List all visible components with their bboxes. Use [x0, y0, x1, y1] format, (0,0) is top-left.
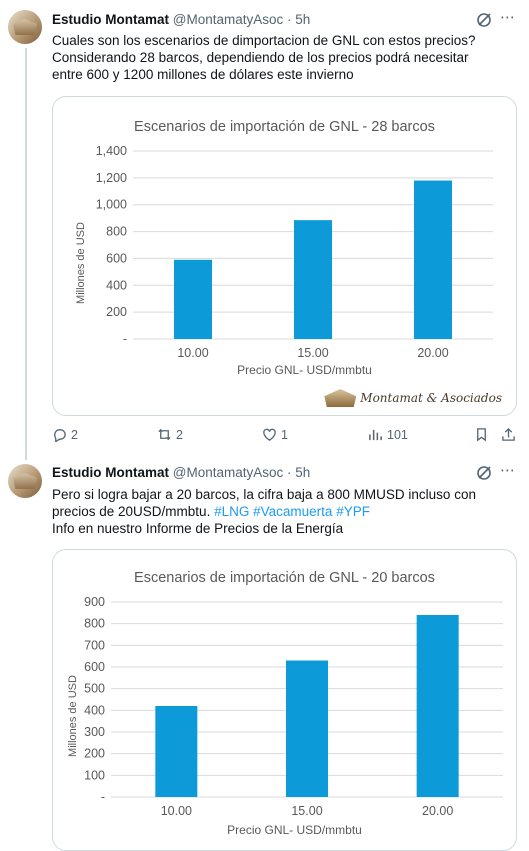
reply-count: 2	[71, 427, 78, 442]
x-tick-label: 15.00	[297, 346, 328, 360]
hashtag-link[interactable]: #YPF	[336, 504, 370, 519]
reply-button[interactable]: 2	[52, 427, 78, 442]
bar-chart: - 100 200 300 400 500 600 700 800 900 10.00 15.00 20…	[84, 595, 503, 818]
thread-connector	[25, 48, 27, 460]
bookmark-icon	[477, 428, 486, 442]
timestamp[interactable]: 5h	[295, 12, 311, 27]
y-tick-label: 600	[84, 660, 105, 674]
montamat-logo-icon	[324, 389, 357, 407]
y-tick-label: -	[101, 790, 105, 804]
author-handle[interactable]: @MontamatyAsoc	[172, 465, 284, 480]
y-tick-label: 700	[84, 638, 105, 652]
y-tick-label: 400	[106, 278, 127, 292]
y-tick-label: -	[123, 332, 127, 346]
watermark-text: Montamat & Asociados	[360, 391, 502, 405]
retweet-button[interactable]: 2	[157, 427, 183, 442]
share-button[interactable]	[501, 427, 516, 442]
y-tick-label: 1,400	[96, 144, 127, 158]
tweet-header: Estudio Montamat @MontamatyAsoc · 5h	[52, 12, 310, 27]
x-tick-label: 10.00	[161, 804, 192, 818]
y-tick-label: 900	[84, 595, 105, 609]
more-options-icon[interactable]: ⋯	[500, 9, 516, 26]
timestamp[interactable]: 5h	[295, 465, 311, 480]
tweet-text: Pero si logra bajar a 20 barcos, la cifr…	[52, 486, 512, 537]
y-tick-label: 600	[106, 251, 127, 265]
tweet-header: Estudio Montamat @MontamatyAsoc · 5h	[52, 465, 310, 480]
tweet-2[interactable]: Estudio Montamat @MontamatyAsoc · 5h ⋯ P…	[0, 460, 529, 851]
retweet-count: 2	[176, 427, 183, 442]
share-icon	[502, 427, 515, 441]
grok-icon[interactable]	[476, 12, 492, 28]
bar	[294, 220, 332, 339]
views-button[interactable]: 101	[368, 427, 408, 442]
y-tick-label: 800	[106, 225, 127, 239]
views-icon	[369, 429, 382, 441]
tweet-actions: 2 2 1 101	[52, 427, 522, 445]
x-axis-label: Precio GNL- USD/mmbtu	[237, 363, 372, 377]
tweet-1[interactable]: Estudio Montamat @MontamatyAsoc · 5h ⋯ C…	[0, 0, 529, 460]
separator-dot: ·	[287, 465, 292, 480]
chart-image-card[interactable]: Escenarios de importación de GNL - 20 ba…	[52, 549, 517, 851]
y-tick-label: 1,000	[96, 198, 127, 212]
bar	[174, 259, 212, 339]
bar	[414, 180, 452, 339]
tweet-text-line: Considerando 28 barcos, dependiendo de l…	[52, 50, 469, 65]
like-button[interactable]: 1	[262, 427, 288, 442]
author-avatar[interactable]	[8, 464, 42, 498]
author-handle[interactable]: @MontamatyAsoc	[172, 12, 284, 27]
y-tick-label: 200	[84, 747, 105, 761]
watermark: Montamat & Asociados	[324, 389, 502, 407]
like-count: 1	[281, 427, 288, 442]
x-tick-label: 10.00	[177, 346, 208, 360]
x-axis-label: Precio GNL- USD/mmbtu	[227, 823, 362, 837]
bar	[155, 706, 198, 797]
tweet-text-line: precios de 20USD/mmbtu. #LNG #Vacamuerta…	[52, 503, 512, 520]
retweet-icon	[158, 428, 171, 441]
y-tick-label: 800	[84, 617, 105, 631]
bar	[286, 660, 328, 797]
y-tick-label: 100	[84, 768, 105, 782]
more-options-icon[interactable]: ⋯	[500, 462, 516, 479]
tweet-text-line: entre 600 y 1200 millones de dólares est…	[52, 67, 354, 82]
chart-title: Escenarios de importación de GNL - 20 ba…	[134, 570, 435, 586]
hashtag-link[interactable]: #LNG	[214, 504, 250, 519]
y-tick-label: 200	[106, 305, 127, 319]
views-count: 101	[387, 427, 408, 442]
bar-chart: - 200 400 600 800 1,000 1,200 1,400 10.00 15.00 20…	[96, 144, 493, 360]
tweet-text-line: Info en nuestro Informe de Precios de la…	[52, 521, 344, 536]
separator-dot: ·	[287, 12, 292, 27]
x-tick-label: 20.00	[417, 346, 448, 360]
chart-title: Escenarios de importación de GNL - 28 ba…	[134, 119, 435, 135]
tweet-text-segment: precios de 20USD/mmbtu.	[52, 504, 215, 519]
y-tick-label: 1,200	[96, 171, 127, 185]
y-tick-label: 300	[84, 725, 105, 739]
hashtag-link[interactable]: #Vacamuerta	[253, 504, 333, 519]
reply-icon	[54, 429, 66, 442]
author-avatar[interactable]	[8, 10, 42, 44]
y-tick-label: 400	[84, 703, 105, 717]
author-name[interactable]: Estudio Montamat	[52, 12, 169, 27]
tweet-text: Cuales son los escenarios de dimportacio…	[52, 32, 512, 83]
author-name[interactable]: Estudio Montamat	[52, 465, 169, 480]
bar	[416, 615, 459, 797]
x-tick-label: 20.00	[422, 804, 453, 818]
chart-image-card[interactable]: Escenarios de importación de GNL - 28 ba…	[52, 96, 517, 416]
x-tick-label: 15.00	[291, 804, 322, 818]
tweet-text-line: Cuales son los escenarios de dimportacio…	[52, 33, 476, 48]
y-tick-label: 500	[84, 682, 105, 696]
tweet-text-line: Pero si logra bajar a 20 barcos, la cifr…	[52, 487, 476, 502]
bookmark-button[interactable]	[474, 427, 489, 442]
heart-icon	[263, 428, 276, 441]
grok-icon[interactable]	[476, 465, 492, 481]
